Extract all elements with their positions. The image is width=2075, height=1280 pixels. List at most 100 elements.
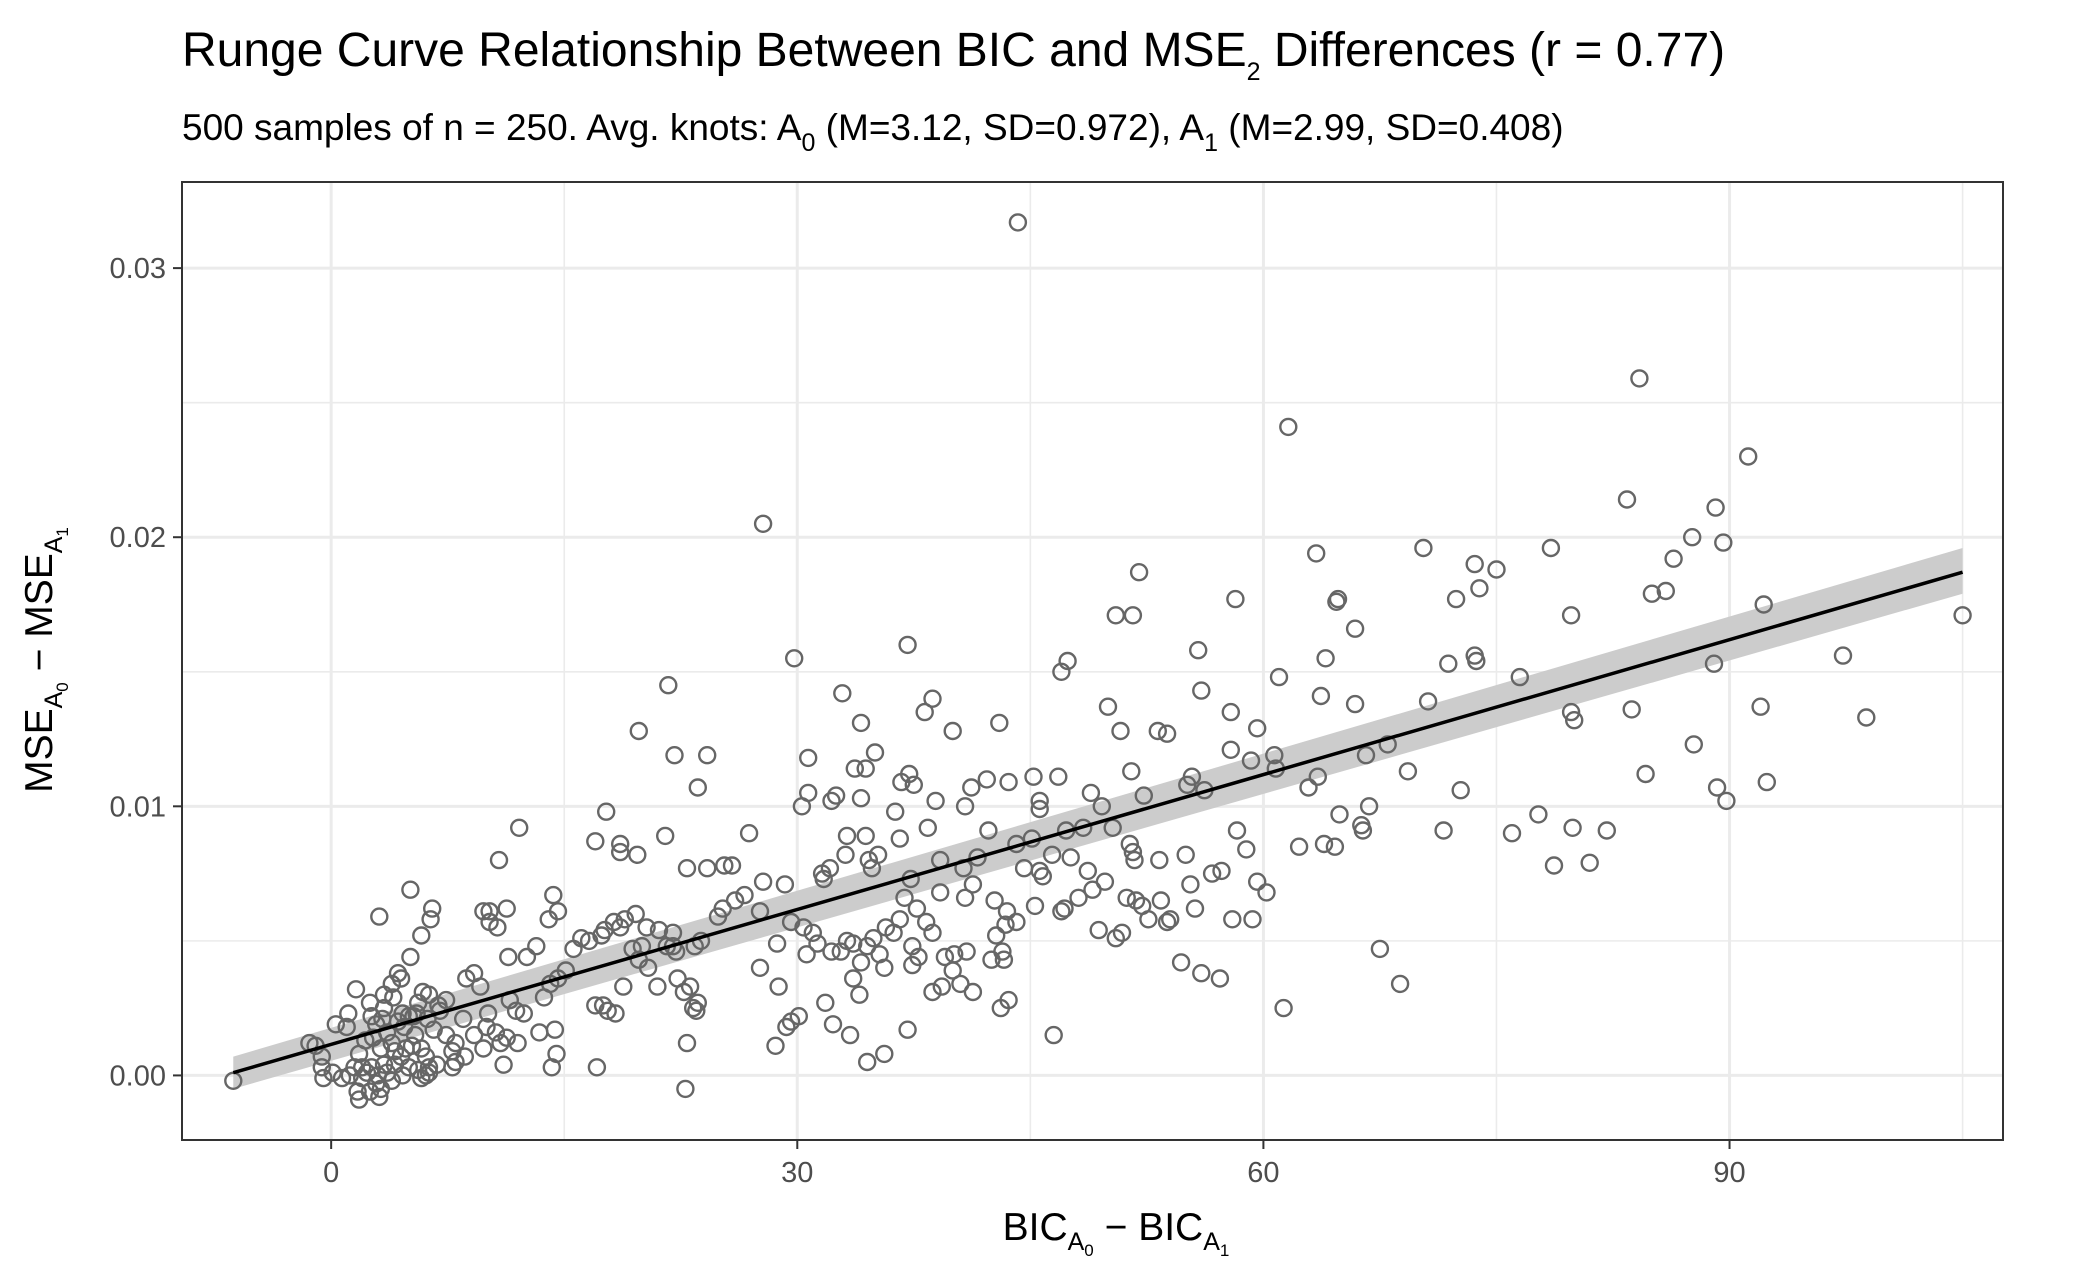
x-tick-label: 0 xyxy=(323,1157,339,1189)
data-point xyxy=(1378,735,1397,754)
data-point xyxy=(903,955,922,975)
data-point xyxy=(753,514,773,533)
data-point xyxy=(597,802,616,821)
data-point xyxy=(1089,920,1108,940)
data-point xyxy=(363,1028,383,1047)
data-point xyxy=(628,845,647,864)
data-point xyxy=(898,1020,917,1039)
data-point xyxy=(611,842,630,862)
data-point xyxy=(1178,775,1197,794)
data-point xyxy=(753,872,773,891)
data-point xyxy=(982,950,1001,969)
data-point xyxy=(1227,821,1247,840)
data-point xyxy=(781,1012,801,1031)
data-point xyxy=(1221,740,1241,759)
data-point xyxy=(1117,888,1136,907)
data-point xyxy=(1439,654,1458,673)
data-point xyxy=(454,1009,473,1029)
data-point xyxy=(892,772,911,792)
data-point xyxy=(955,797,975,816)
data-point xyxy=(851,953,871,972)
data-point xyxy=(963,982,983,1002)
data-point xyxy=(766,1036,785,1056)
data-point xyxy=(1353,821,1373,840)
data-point xyxy=(865,743,885,762)
data-point xyxy=(586,996,605,1015)
data-point xyxy=(1316,649,1335,668)
y-tick-label: 0.00 xyxy=(110,1060,166,1092)
data-point xyxy=(797,945,816,964)
data-point xyxy=(1636,764,1655,784)
data-point xyxy=(391,969,411,988)
data-point xyxy=(1148,721,1168,741)
data-point xyxy=(1544,856,1564,875)
data-point xyxy=(1008,213,1028,232)
data-point xyxy=(556,961,575,980)
data-point xyxy=(480,902,499,921)
data-point xyxy=(382,974,401,994)
data-point xyxy=(464,1025,484,1045)
data-point xyxy=(615,910,634,929)
data-point xyxy=(1223,910,1242,929)
data-point xyxy=(1299,778,1318,797)
data-point xyxy=(385,1041,405,1061)
data-point xyxy=(837,931,857,951)
data-point xyxy=(903,937,922,956)
y-axis-title: MSEA0 − MSEA1 xyxy=(18,527,72,793)
data-point xyxy=(663,923,683,942)
data-point xyxy=(876,918,896,937)
data-point xyxy=(1529,805,1548,824)
data-point xyxy=(1237,840,1256,859)
data-point xyxy=(1049,767,1068,786)
data-point xyxy=(822,791,841,811)
data-point xyxy=(1704,654,1724,673)
data-point xyxy=(1122,762,1141,781)
data-point xyxy=(1157,724,1177,743)
data-point xyxy=(750,958,770,977)
data-point xyxy=(489,850,509,870)
data-point xyxy=(1241,751,1261,770)
data-point xyxy=(1210,969,1230,988)
data-point xyxy=(326,1015,345,1034)
data-point xyxy=(527,937,546,956)
data-point xyxy=(836,845,855,864)
data-point xyxy=(1289,837,1309,856)
data-point xyxy=(497,1028,516,1047)
data-point xyxy=(895,888,914,907)
data-point xyxy=(593,996,613,1015)
data-point xyxy=(926,791,945,811)
data-point xyxy=(1359,797,1379,816)
data-point xyxy=(1007,912,1026,932)
data-point xyxy=(674,982,694,1002)
data-point xyxy=(416,1066,436,1085)
data-point xyxy=(1561,606,1581,625)
data-point xyxy=(1069,888,1088,907)
data-point xyxy=(393,1066,412,1085)
data-point xyxy=(932,977,951,996)
data-point xyxy=(1030,861,1049,881)
data-point xyxy=(1306,544,1326,563)
data-point xyxy=(1510,667,1530,687)
data-point xyxy=(820,859,840,878)
data-point xyxy=(1656,581,1676,601)
x-tick-label: 60 xyxy=(1247,1157,1279,1189)
data-point xyxy=(904,775,923,794)
data-point xyxy=(497,899,516,918)
data-point xyxy=(1738,447,1758,466)
data-point xyxy=(962,778,981,797)
data-point xyxy=(1052,902,1071,921)
y-axis: 0.00 0.01 0.02 0.03 xyxy=(110,253,182,1092)
data-point xyxy=(1561,702,1581,722)
data-point xyxy=(360,993,380,1012)
data-point xyxy=(665,746,684,765)
data-point xyxy=(907,899,927,918)
data-point xyxy=(785,649,804,668)
data-point xyxy=(1120,834,1140,854)
data-point xyxy=(1123,606,1143,625)
data-point xyxy=(1563,818,1582,837)
data-point xyxy=(837,826,857,846)
data-point xyxy=(688,993,707,1012)
x-axis: 0 30 60 90 xyxy=(323,1140,1746,1189)
data-point xyxy=(1706,498,1725,517)
